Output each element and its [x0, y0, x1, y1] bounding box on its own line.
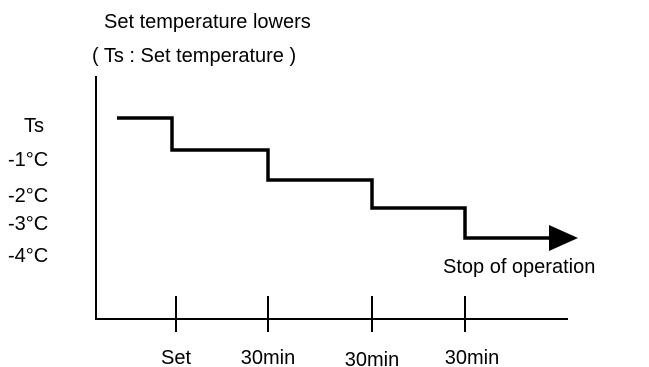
x-label-30min-1: 30min — [241, 347, 295, 367]
x-label-set: Set — [161, 347, 191, 367]
y-label-ts: Ts — [24, 115, 44, 137]
y-label-minus-3: -3°C — [8, 213, 48, 235]
y-label-minus-2: -2°C — [8, 185, 48, 207]
title-line-2: ( Ts : Set temperature ) — [92, 45, 296, 67]
temperature-step-line — [117, 116, 552, 240]
x-label-30min-2: 30min — [345, 349, 399, 367]
arrow-head — [549, 225, 578, 251]
y-label-minus-1: -1°C — [8, 149, 48, 171]
title-line-1: Set temperature lowers — [104, 11, 311, 33]
y-label-minus-4: -4°C — [8, 245, 48, 267]
x-label-30min-3: 30min — [445, 347, 499, 367]
stop-of-operation-label: Stop of operation — [443, 256, 595, 278]
